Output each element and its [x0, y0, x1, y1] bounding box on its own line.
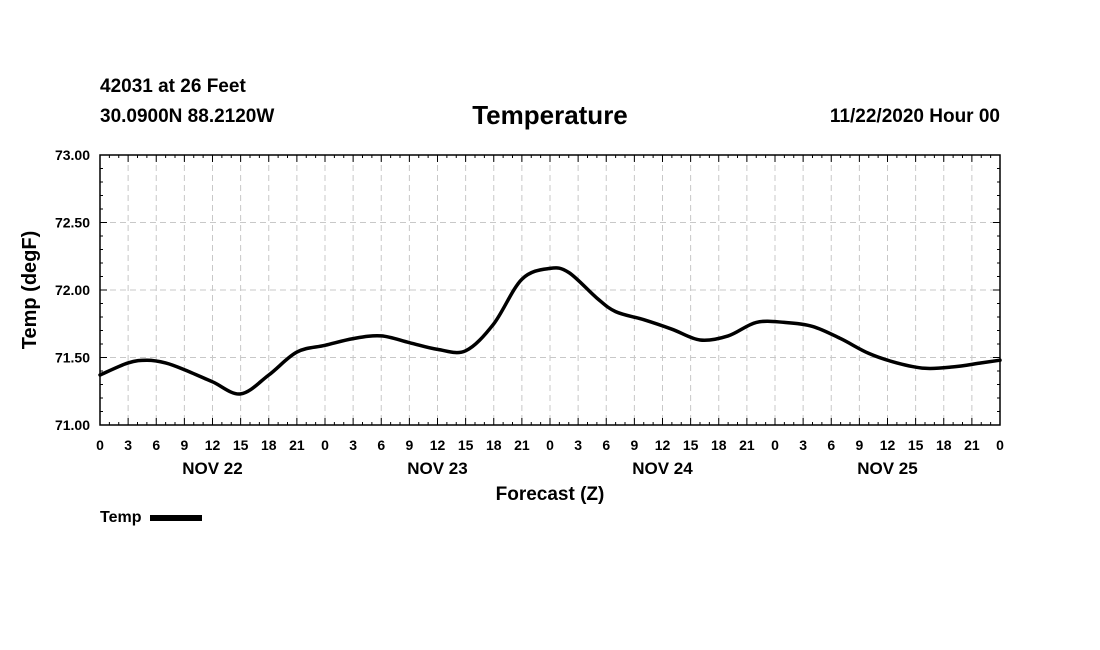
x-tick-label: 3 — [124, 437, 132, 453]
temp-series-line — [98, 266, 1002, 396]
x-tick-label: 6 — [377, 437, 385, 453]
x-tick-label: 6 — [602, 437, 610, 453]
y-tick-label: 73.00 — [55, 147, 90, 163]
x-tick-label: 3 — [349, 437, 357, 453]
y-tick-label: 72.00 — [55, 282, 90, 298]
x-tick-label: 21 — [289, 437, 305, 453]
x-tick-label: 18 — [261, 437, 277, 453]
x-tick-label: 9 — [630, 437, 638, 453]
day-label: NOV 22 — [182, 459, 242, 478]
x-tick-label: 15 — [233, 437, 249, 453]
legend: Temp — [100, 509, 203, 527]
x-tick-label: 3 — [574, 437, 582, 453]
y-tick-label: 71.50 — [55, 350, 90, 366]
series-layer — [98, 266, 1002, 396]
x-tick-label: 18 — [936, 437, 952, 453]
axes: 0 3 6 9 12 15 18 21 0 3 6 9 12 15 18 21 0 3 6 9 12 15 18 21 0 3 6 9… — [55, 147, 1004, 478]
x-tick-label: 12 — [430, 437, 446, 453]
x-tick-label: 0 — [96, 437, 104, 453]
y-axis-label: Temp (degF) — [19, 231, 41, 350]
x-tick-label: 0 — [996, 437, 1004, 453]
x-tick-label: 9 — [405, 437, 413, 453]
x-tick-label: 9 — [855, 437, 863, 453]
x-tick-label: 9 — [180, 437, 188, 453]
forecast-run-time: 11/22/2020 Hour 00 — [829, 106, 1000, 127]
x-tick-label: 15 — [458, 437, 474, 453]
x-tick-label: 0 — [771, 437, 779, 453]
x-tick-label: 18 — [711, 437, 727, 453]
x-tick-label: 6 — [152, 437, 160, 453]
x-tick-label: 12 — [655, 437, 671, 453]
coordinates-label: 30.0900N 88.2120W — [100, 106, 275, 127]
x-tick-label: 12 — [880, 437, 896, 453]
grid-lines — [100, 155, 1000, 425]
x-tick-label: 6 — [827, 437, 835, 453]
day-label: NOV 25 — [857, 459, 917, 478]
x-tick-label: 21 — [514, 437, 530, 453]
y-tick-label: 72.50 — [55, 215, 90, 231]
x-tick-label: 21 — [964, 437, 980, 453]
x-tick-label: 3 — [799, 437, 807, 453]
x-tick-label: 12 — [205, 437, 221, 453]
day-label: NOV 24 — [632, 459, 693, 478]
x-tick-label: 15 — [908, 437, 924, 453]
day-label: NOV 23 — [407, 459, 467, 478]
x-tick-label: 0 — [321, 437, 329, 453]
legend-label: Temp — [100, 509, 142, 526]
legend-swatch — [150, 515, 203, 521]
x-tick-label: 15 — [683, 437, 699, 453]
plot-frame — [99, 154, 1001, 426]
y-tick-label: 71.00 — [55, 417, 90, 433]
station-label: 42031 at 26 Feet — [100, 76, 246, 97]
x-tick-label: 18 — [486, 437, 502, 453]
x-tick-label: 21 — [739, 437, 755, 453]
x-axis-label: Forecast (Z) — [496, 484, 605, 505]
x-tick-label: 0 — [546, 437, 554, 453]
chart-title: Temperature — [472, 100, 628, 130]
